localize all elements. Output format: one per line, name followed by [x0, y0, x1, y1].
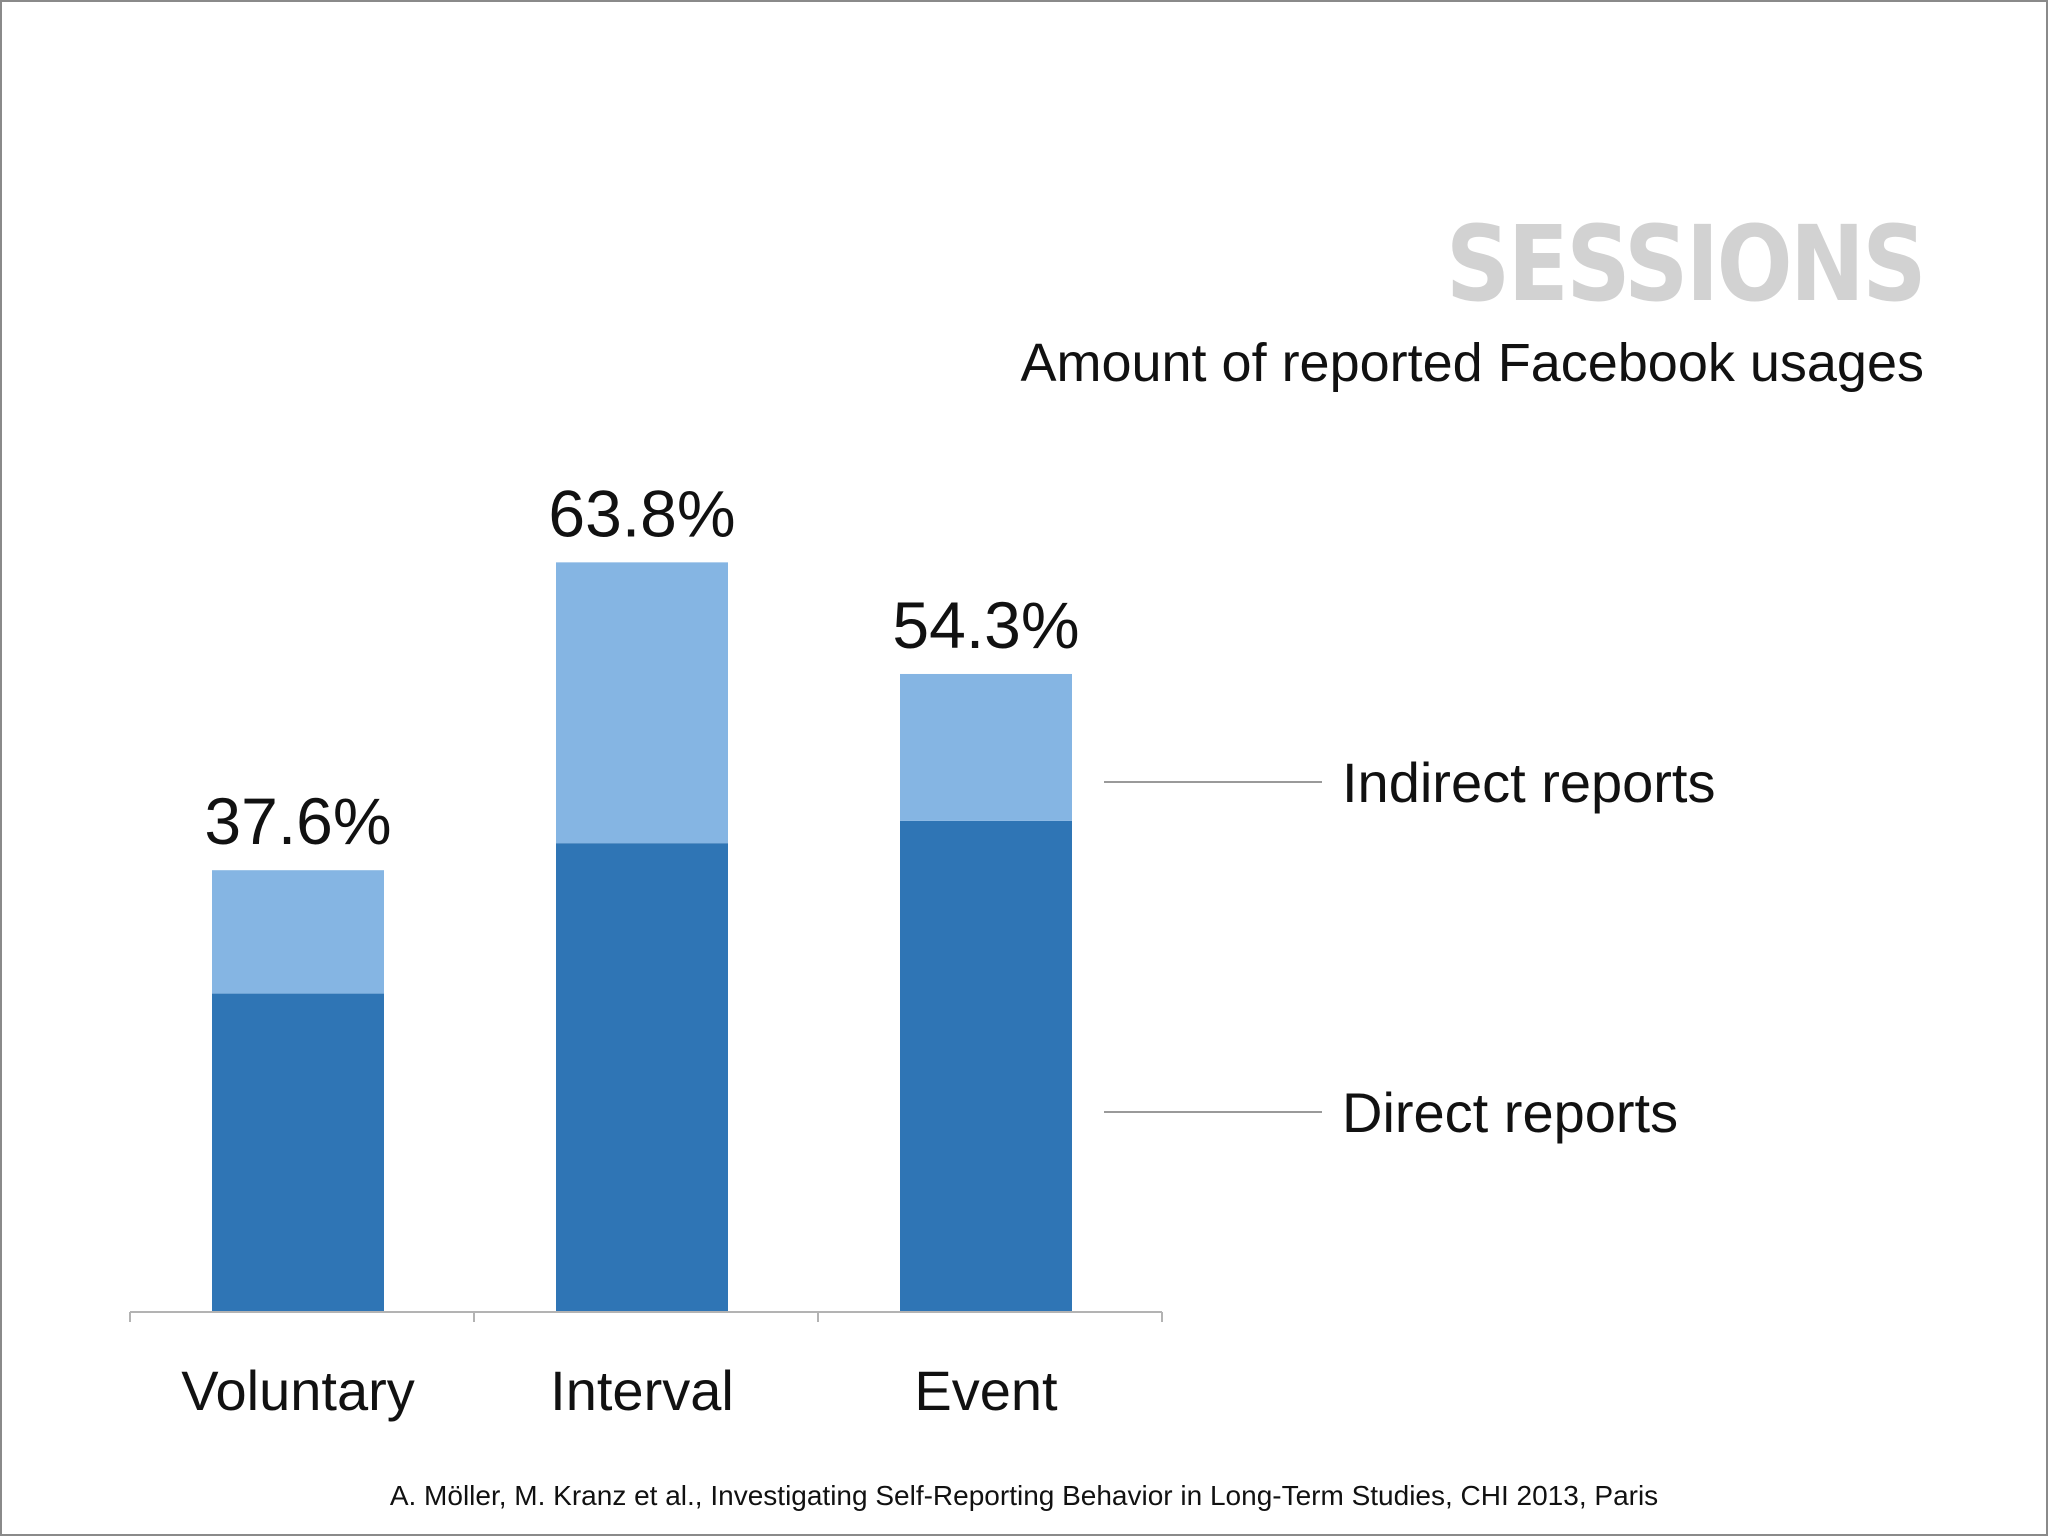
bar-segment-direct-event [900, 820, 1072, 1312]
x-tick-label-voluntary: Voluntary [181, 1359, 415, 1422]
bar-total-label-event: 54.3% [892, 588, 1079, 662]
labels-layer: 37.6% Voluntary 63.8% Interval 54.3% Event [181, 476, 1079, 1422]
chart-title: SESSIONS [1445, 203, 1927, 325]
bar-segment-direct-voluntary [212, 993, 384, 1312]
x-tick-label-interval: Interval [550, 1359, 734, 1422]
citation: A. Möller, M. Kranz et al., Investigatin… [389, 1480, 1659, 1511]
legend-label-direct: Direct reports [1342, 1081, 1678, 1144]
legend: Indirect reports Direct reports [1104, 751, 1716, 1144]
x-axis [129, 1311, 1163, 1322]
bar-segment-indirect-voluntary [212, 870, 384, 994]
x-tick-label-event: Event [914, 1359, 1058, 1422]
legend-label-indirect: Indirect reports [1342, 751, 1716, 814]
bar-total-label-interval: 63.8% [548, 476, 735, 550]
bar-total-label-voluntary: 37.6% [204, 784, 391, 858]
bar-segment-indirect-interval [556, 562, 728, 844]
bars-layer [212, 562, 1072, 1312]
bar-segment-indirect-event [900, 673, 1072, 821]
chart-subtitle: Amount of reported Facebook usages [1020, 333, 1924, 393]
bar-segment-direct-interval [556, 843, 728, 1312]
